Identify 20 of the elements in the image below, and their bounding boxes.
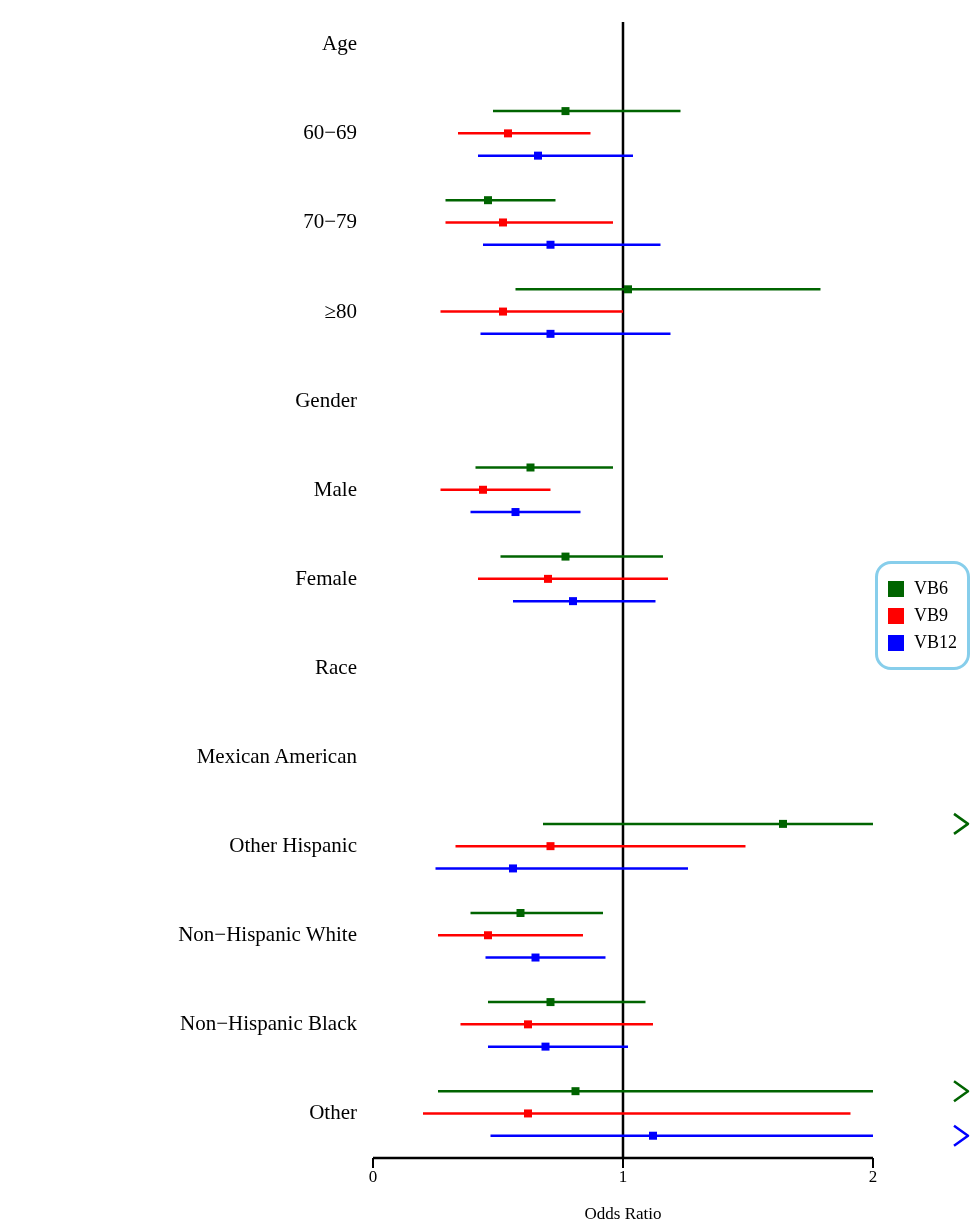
x-tick-label: 0 (368, 1167, 378, 1187)
y-tick-label: 70−79 (303, 209, 357, 234)
legend-label: VB6 (913, 578, 948, 599)
legend-label: VB12 (913, 632, 957, 653)
y-tick-label: Race (315, 654, 357, 679)
y-tick-label: Mexican American (196, 744, 358, 769)
y-tick-label: ≥80 (324, 298, 357, 323)
legend-label: VB9 (913, 605, 948, 626)
x-tick-label: 2 (868, 1167, 878, 1187)
x-tick-label: 1 (618, 1167, 628, 1187)
y-tick-label: Age (322, 31, 357, 56)
y-tick-label: 60−69 (303, 120, 357, 145)
y-tick-label: Non−Hispanic Black (180, 1011, 358, 1036)
y-tick-label: Other (309, 1100, 357, 1125)
y-tick-label: Gender (295, 387, 357, 412)
y-tick-label: Male (313, 476, 357, 501)
y-tick-label: Non−Hispanic White (178, 922, 357, 947)
x-axis-title: Odds Ratio (584, 1204, 662, 1222)
y-tick-label: Other Hispanic (229, 833, 357, 858)
y-tick-label: Female (295, 565, 357, 590)
